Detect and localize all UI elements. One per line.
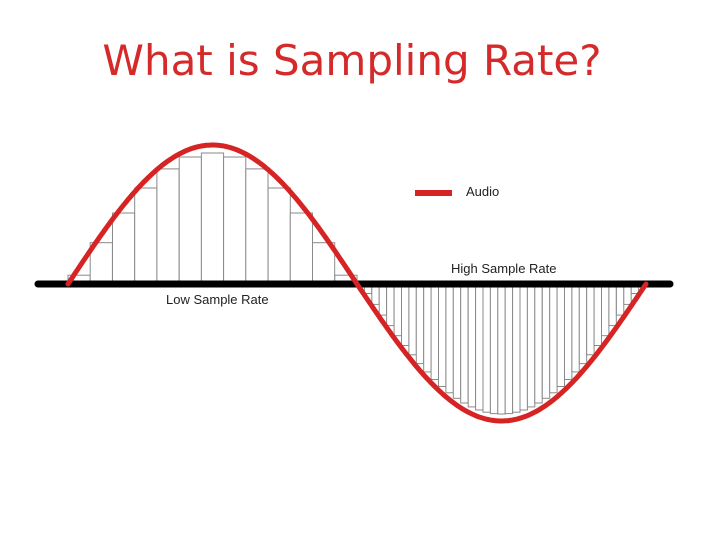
high-rate-sample-bar [430,283,440,380]
high-rate-sample-bar [497,283,506,415]
high-rate-sample-bar [504,283,514,415]
low-rate-sample-bar [178,156,202,285]
legend-label: Audio [466,184,499,199]
low-rate-sample-bar [223,156,247,285]
high-rate-sample-bar [460,283,469,404]
high-rate-sample-bar [571,283,580,373]
high-rate-sample-bar [556,283,565,387]
low-rate-sample-bar [134,187,158,285]
high-rate-sample-bar [415,283,425,365]
high-rate-sample-bar [512,283,521,413]
low-rate-sample-bar [112,212,136,285]
high-rate-sample-bar [386,283,395,327]
high-rate-sample-bar [601,283,610,337]
high-rate-sample-bar [549,283,558,394]
high-rate-sample-bars [363,283,640,415]
high-rate-sample-bar [615,283,625,316]
low-rate-sample-bars [67,152,358,285]
high-rate-sample-bar [482,283,491,413]
high-rate-sample-bar [408,283,417,356]
high-rate-sample-bar [401,283,410,346]
high-sample-rate-label: High Sample Rate [451,261,557,276]
high-rate-sample-bar [378,283,388,316]
audio-waveform [65,142,649,424]
high-rate-sample-bar [526,283,536,408]
high-rate-sample-bar [445,283,454,394]
slide-title: What is Sampling Rate? [102,36,602,85]
high-rate-sample-bar [438,283,447,387]
high-rate-sample-bar [452,283,462,399]
high-rate-sample-bar [519,283,528,411]
high-rate-sample-bar [475,283,484,411]
low-rate-sample-bar [156,168,180,285]
high-rate-sample-bar [393,283,403,337]
low-rate-sample-bar [267,187,291,285]
high-rate-sample-bar [608,283,617,327]
high-rate-sample-bar [586,283,595,356]
high-rate-sample-bar [423,283,432,373]
low-rate-sample-bar [245,168,269,285]
low-rate-sample-bar [200,152,225,285]
high-rate-sample-bar [578,283,588,365]
high-rate-sample-bar [564,283,573,380]
high-rate-sample-bar [534,283,543,404]
low-sample-rate-label: Low Sample Rate [166,292,269,307]
high-rate-sample-bar [593,283,602,346]
high-rate-sample-bar [467,283,477,408]
high-rate-sample-bar [541,283,551,399]
low-rate-sample-bar [289,212,313,285]
high-rate-sample-bar [489,283,499,415]
